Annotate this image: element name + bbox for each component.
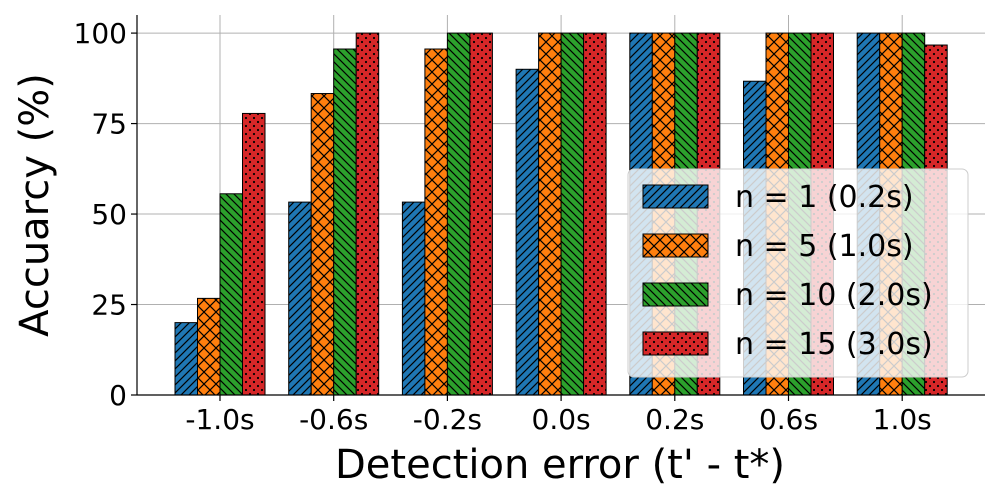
legend-label: n = 1 (0.2s) <box>735 180 914 215</box>
bar-4--0.6s <box>355 32 380 396</box>
legend-swatch <box>642 331 709 356</box>
bar-2--1.0s <box>197 297 221 396</box>
y-axis-title: Accuarcy (%) <box>12 73 58 337</box>
bar-1-0.0s <box>515 68 540 396</box>
bar-1--0.2s <box>401 201 426 396</box>
bar-2-0.0s <box>538 32 562 396</box>
y-tick-label: 0 <box>109 379 127 412</box>
bar-4--0.2s <box>469 32 493 396</box>
x-tick-label: -0.6s <box>299 403 368 436</box>
bar-3-0.0s <box>560 32 585 396</box>
bar-4-0.0s <box>583 32 607 396</box>
legend-box <box>627 168 969 378</box>
x-tick-label: -1.0s <box>185 403 254 436</box>
legend-swatch <box>642 184 709 209</box>
x-tick-label: -0.2s <box>413 403 482 436</box>
legend-swatch <box>642 233 709 258</box>
bar-2--0.2s <box>424 48 448 396</box>
bar-3--0.6s <box>333 48 357 396</box>
x-tick-label: 1.0s <box>873 403 932 436</box>
x-axis-title: Detection error (t' - t*) <box>335 442 785 488</box>
bar-1--0.6s <box>288 201 312 396</box>
legend-swatch <box>642 282 709 307</box>
x-tick-label: 0.2s <box>645 403 704 436</box>
legend-label: n = 10 (2.0s) <box>735 278 933 313</box>
y-tick-label: 50 <box>91 198 127 231</box>
tick-labels: 0 25 50 75 100 -1.0s -0.6s -0.2s 0.0s 0.2s 0.6s 1.0… <box>74 17 932 436</box>
legend-label: n = 15 (3.0s) <box>735 327 933 362</box>
y-tick-label: 25 <box>91 289 127 322</box>
bar-3--0.2s <box>446 32 471 396</box>
bar-4--1.0s <box>242 112 266 396</box>
y-tick-label: 100 <box>74 17 127 50</box>
bar-3--1.0s <box>219 193 243 396</box>
legend-label: n = 5 (1.0s) <box>735 229 914 264</box>
legend: n = 1 (0.2s) n = 5 (1.0s) n = 10 (2.0s) n =… <box>627 168 969 378</box>
bar-2--0.6s <box>310 93 335 396</box>
bar-1--1.0s <box>174 322 198 396</box>
y-tick-label: 75 <box>91 108 127 141</box>
x-tick-label: 0.0s <box>532 403 591 436</box>
x-tick-label: 0.6s <box>759 403 818 436</box>
